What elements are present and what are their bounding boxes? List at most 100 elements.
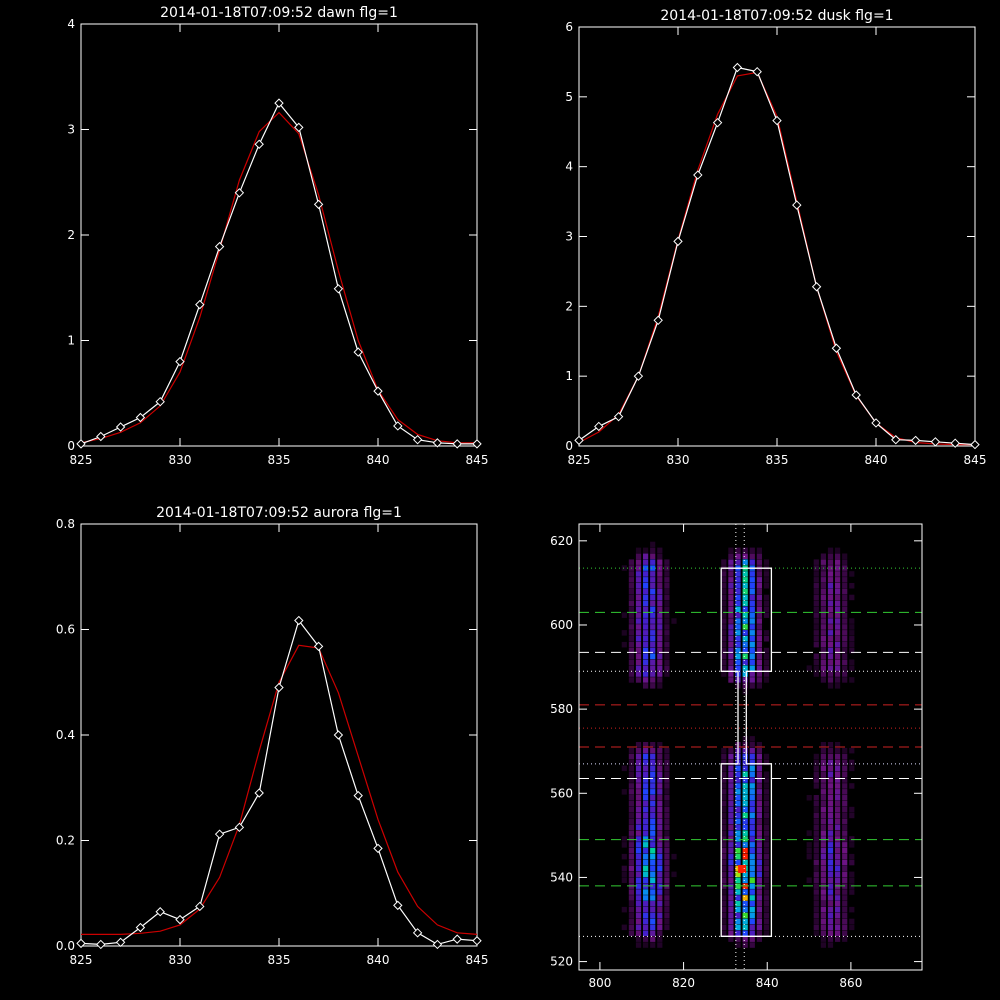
heatmap-cell xyxy=(763,600,770,607)
heatmap-cell xyxy=(835,912,841,919)
heatmap-cell xyxy=(728,612,734,618)
heatmap-cell xyxy=(835,594,841,601)
heatmap-cell xyxy=(664,889,670,895)
heatmap-cell xyxy=(664,665,670,671)
heatmap-cell xyxy=(827,612,834,618)
heatmap-cell xyxy=(643,571,649,577)
heatmap-cell xyxy=(820,871,826,878)
data-point xyxy=(752,66,762,77)
heatmap-cell xyxy=(849,906,855,913)
heatmap-cell xyxy=(835,789,841,795)
heatmap-cell xyxy=(742,853,748,860)
heatmap-cell xyxy=(643,577,649,583)
heatmap-cell xyxy=(735,871,741,878)
heatmap-cell xyxy=(749,800,755,807)
heatmap-cell xyxy=(635,824,642,830)
heatmap-cell xyxy=(635,565,642,571)
heatmap-cell xyxy=(721,600,727,607)
heatmap-cell xyxy=(735,659,741,665)
heatmap-cell xyxy=(849,636,855,642)
heatmap-cell xyxy=(749,671,755,677)
heatmap-cell xyxy=(735,883,741,889)
heatmap-cell xyxy=(650,918,656,925)
heatmap-cell xyxy=(742,812,748,819)
heatmap-cell xyxy=(728,830,734,836)
heatmap-cell xyxy=(749,865,755,872)
heatmap-cell xyxy=(842,936,848,942)
heatmap-cell xyxy=(728,659,734,665)
heatmap-cell xyxy=(842,918,848,925)
heatmap-cell xyxy=(827,906,834,913)
heatmap-cell xyxy=(749,877,755,883)
heatmap-cell xyxy=(635,606,642,612)
heatmap-cell xyxy=(657,671,663,677)
heatmap-cell xyxy=(635,594,642,601)
heatmap-cell xyxy=(721,559,727,565)
heatmap-cell xyxy=(820,777,826,783)
heatmap-cell xyxy=(664,783,670,789)
heatmap-cell xyxy=(842,795,848,801)
heatmap-cell xyxy=(756,753,762,760)
heatmap-cell xyxy=(756,618,762,624)
heatmap-cell xyxy=(742,577,748,583)
heatmap-cell xyxy=(742,689,748,695)
heatmap-cell xyxy=(643,771,649,777)
heatmap-cell xyxy=(820,936,826,942)
heatmap-cell xyxy=(749,618,755,624)
heatmap-cell xyxy=(742,624,748,630)
heatmap-cell xyxy=(806,877,812,883)
heatmap-cell xyxy=(728,906,734,913)
heatmap-cell xyxy=(657,683,663,689)
heatmap-cell xyxy=(728,677,734,683)
heatmap-cell xyxy=(728,901,734,907)
heatmap-cell xyxy=(721,806,727,813)
data-point xyxy=(274,682,284,693)
heatmap-cell xyxy=(842,824,848,830)
heatmap-cell xyxy=(849,747,855,754)
heatmap-cell xyxy=(657,630,663,636)
heatmap-cell xyxy=(820,918,826,925)
heatmap-cell xyxy=(742,559,748,565)
heatmap-cell xyxy=(813,594,819,601)
heatmap-cell xyxy=(657,594,663,601)
heatmap-cell xyxy=(827,553,834,559)
heatmap-cell xyxy=(628,842,634,848)
heatmap-cell xyxy=(813,906,819,913)
heatmap-cell xyxy=(721,659,727,665)
heatmap-cell xyxy=(657,889,663,895)
heatmap-cell xyxy=(635,918,642,925)
heatmap-cell xyxy=(650,553,656,559)
heatmap-cell xyxy=(643,912,649,919)
heatmap-cell xyxy=(735,806,741,813)
heatmap-cell xyxy=(820,665,826,671)
data-point xyxy=(353,347,363,357)
heatmap-cell xyxy=(813,612,819,618)
heatmap-cell xyxy=(835,871,841,878)
x-tick-label: 840 xyxy=(865,453,888,467)
heatmap-cell xyxy=(820,600,826,607)
heatmap-cell xyxy=(643,547,649,554)
heatmap-cell xyxy=(635,806,642,813)
heatmap-cell xyxy=(827,930,834,936)
heatmap-cell xyxy=(756,677,762,683)
heatmap-cell xyxy=(721,636,727,642)
heatmap-cell xyxy=(650,924,656,931)
data-point xyxy=(452,439,462,449)
heatmap-cell xyxy=(650,836,656,842)
heatmap-cell xyxy=(849,871,855,878)
heatmap-cell xyxy=(742,912,748,919)
heatmap-cell xyxy=(835,759,841,766)
heatmap-cell xyxy=(635,665,642,671)
heatmap-cell xyxy=(635,883,642,889)
heatmap-cell xyxy=(628,747,634,754)
heatmap-cell xyxy=(650,906,656,913)
heatmap-cell xyxy=(664,606,670,612)
heatmap-cell xyxy=(763,677,770,683)
heatmap-cell xyxy=(628,800,634,807)
heatmap-cell xyxy=(721,630,727,636)
heatmap-cell xyxy=(763,918,770,925)
heatmap-cell xyxy=(827,789,834,795)
heatmap-cell xyxy=(735,665,741,671)
heatmap-cell xyxy=(735,630,741,636)
heatmap-cell xyxy=(842,559,848,565)
